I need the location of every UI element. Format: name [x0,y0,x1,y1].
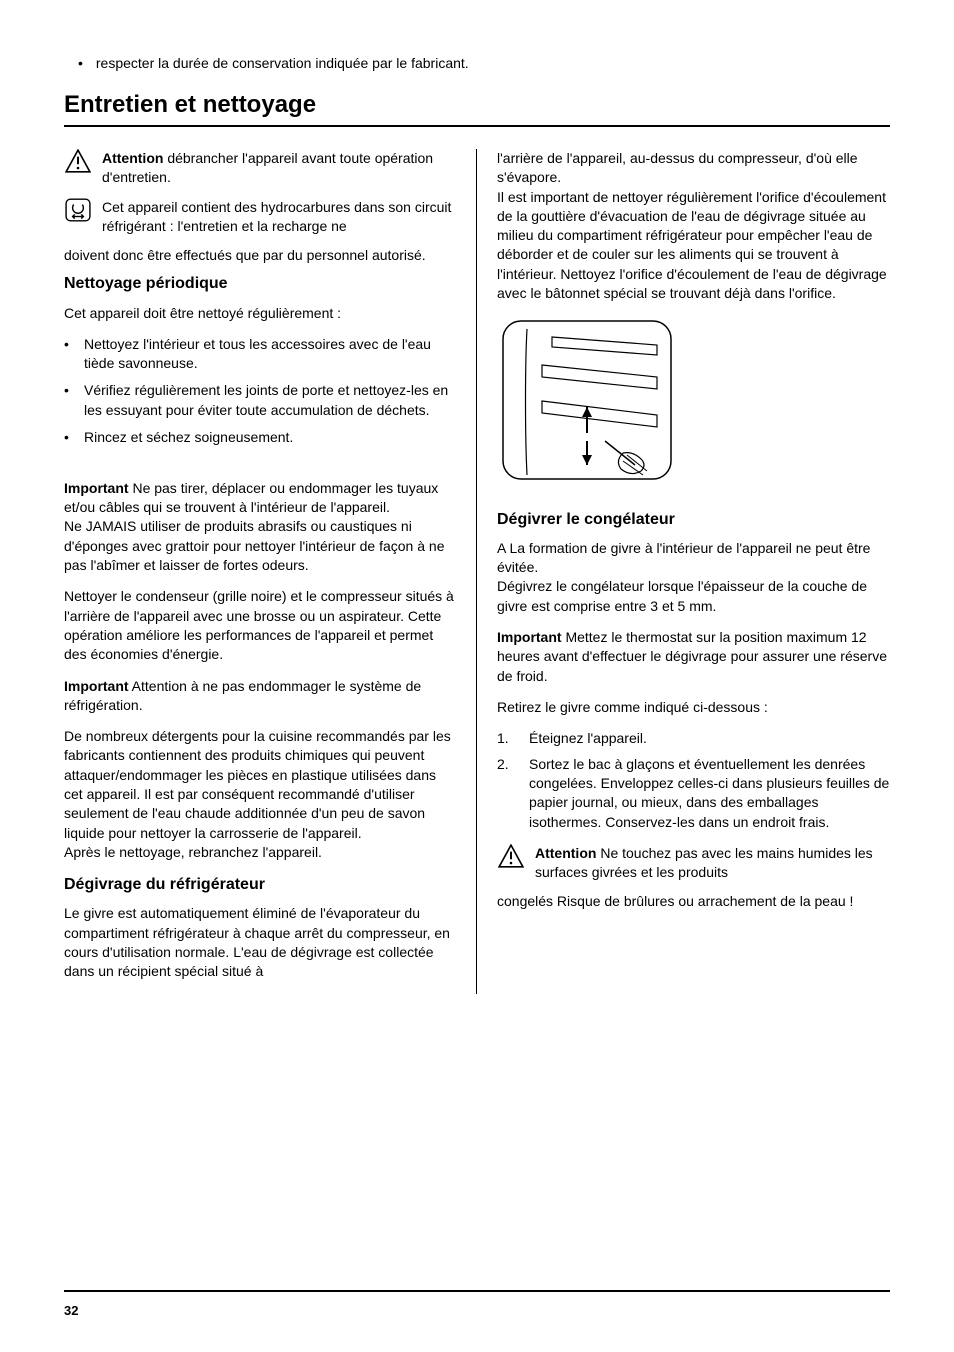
page-number: 32 [64,1303,78,1318]
top-bullet-text: respecter la durée de conservation indiq… [96,55,469,71]
warning-label: Attention [102,150,163,166]
heading-periodic-cleaning: Nettoyage périodique [64,273,456,295]
list-item: •Vérifiez régulièrement les joints de po… [64,381,456,420]
warning-frostbite-start: Attention Ne touchez pas avec les mains … [535,844,890,883]
top-bullet-item: • respecter la durée de conservation ind… [78,54,890,73]
important-label: Important [64,480,129,496]
recycle-text-start: Cet appareil contient des hydrocarbures … [102,198,456,237]
two-column-layout: Attention débrancher l'appareil avant to… [64,149,890,994]
heading-defrost-freezer: Dégivrer le congélateur [497,509,890,531]
footer-divider [64,1290,890,1292]
defrost-fridge-continued: l'arrière de l'appareil, au-dessus du co… [497,149,890,304]
important-no-damage: Important Attention à ne pas endommager … [64,677,456,716]
periodic-intro: Cet appareil doit être nettoyé régulière… [64,304,456,323]
freezer-paragraph-1: A La formation de givre à l'intérieur de… [497,539,890,616]
periodic-cleaning-list: •Nettoyez l'intérieur et tous les access… [64,335,456,448]
bullet-dot: • [78,54,92,73]
left-column: Attention débrancher l'appareil avant to… [64,149,477,994]
warning-triangle-icon [64,149,92,188]
defrost-steps: 1.Éteignez l'appareil. 2.Sortez le bac à… [497,729,890,832]
list-item: •Rincez et séchez soigneusement. [64,428,456,447]
detergents-paragraph: De nombreux détergents pour la cuisine r… [64,727,456,862]
list-item: 1.Éteignez l'appareil. [497,729,890,748]
step-text: Éteignez l'appareil. [529,729,647,748]
important-label: Important [64,678,129,694]
title-divider [64,125,890,127]
warning-block-disconnect: Attention débrancher l'appareil avant to… [64,149,456,188]
list-item: •Nettoyez l'intérieur et tous les access… [64,335,456,374]
list-item-text: Vérifiez régulièrement les joints de por… [84,381,456,420]
drain-hole-figure [497,315,890,490]
section-title: Entretien et nettoyage [64,91,890,119]
remove-frost-intro: Retirez le givre comme indiqué ci-dessou… [497,698,890,717]
warning-disconnect-text: Attention débrancher l'appareil avant to… [102,149,456,188]
list-item-text: Rincez et séchez soigneusement. [84,428,293,447]
step-text: Sortez le bac à glaçons et éventuellemen… [529,755,890,832]
right-column: l'arrière de l'appareil, au-dessus du co… [477,149,890,994]
condenser-paragraph: Nettoyer le condenseur (grille noire) et… [64,587,456,664]
warning-block-frostbite: Attention Ne touchez pas avec les mains … [497,844,890,912]
list-item: 2.Sortez le bac à glaçons et éventuellem… [497,755,890,832]
warning-triangle-icon [497,844,525,883]
important-no-pull: Important Ne pas tirer, déplacer ou endo… [64,459,456,575]
recycle-text-cont: doivent donc être effectués que par du p… [64,246,456,265]
important-thermostat: Important Mettez le thermostat sur la po… [497,628,890,686]
recycle-icon [64,198,92,237]
warning-label: Attention [535,845,596,861]
recycle-block: Cet appareil contient des hydrocarbures … [64,198,456,266]
warning-frostbite-cont: congelés Risque de brûlures ou arracheme… [497,892,890,911]
important-label: Important [497,629,562,645]
heading-defrost-fridge: Dégivrage du réfrigérateur [64,874,456,896]
list-item-text: Nettoyez l'intérieur et tous les accesso… [84,335,456,374]
defrost-fridge-paragraph: Le givre est automatiquement éliminé de … [64,904,456,981]
